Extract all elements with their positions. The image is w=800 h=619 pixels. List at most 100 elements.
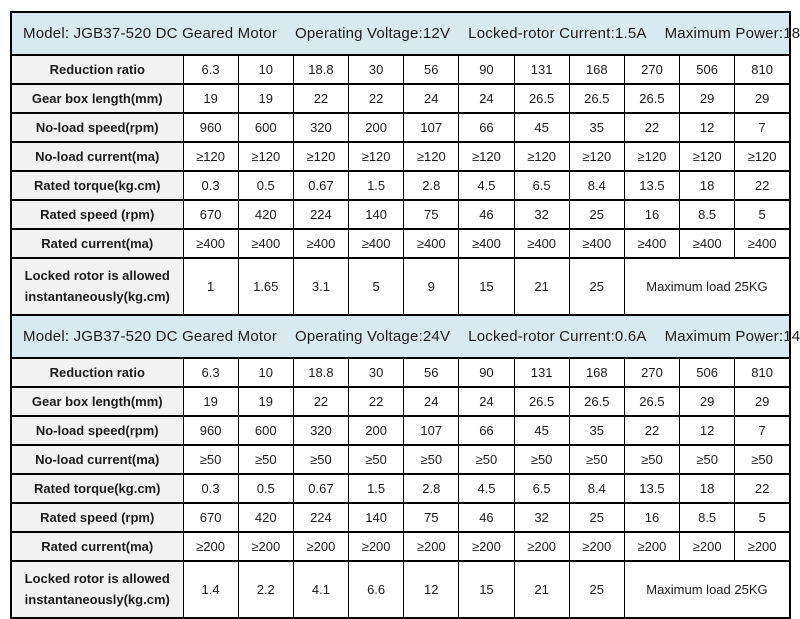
spec-value-cell: 13.5 [623, 473, 681, 504]
row-label: Locked rotor is allowed instantaneously(k… [10, 560, 184, 619]
spec-value-cell: 4.5 [458, 170, 515, 201]
spec-value-cell: 66 [458, 112, 515, 143]
row-label: Gear box length(mm) [10, 386, 184, 417]
spec-value-cell: 7 [734, 112, 791, 143]
spec-value-cell: 506 [679, 54, 736, 85]
spec-value-cell: 15 [458, 257, 515, 316]
spec-value-cell: 32 [513, 199, 570, 230]
header-maximum-power: Maximum Power:18W [664, 25, 800, 42]
table-header-band: Model: JGB37-520 DC Geared Motor Operatin… [10, 314, 800, 359]
row-label-line2: instantaneously(kg.cm) [24, 591, 170, 607]
spec-value-cell: 18 [679, 170, 736, 201]
spec-value-cell: ≥120 [348, 141, 405, 172]
spec-value-cell: 90 [458, 54, 515, 85]
locked-rotor-row: Locked rotor is allowed instantaneously(k… [10, 257, 791, 316]
spec-value-cell: 5 [734, 502, 791, 533]
spec-value-cell: 25 [568, 199, 625, 230]
header-locked-rotor-current: Locked-rotor Current:1.5A [468, 25, 647, 42]
spec-value-cell: 6.6 [348, 560, 405, 619]
spec-row: No-load speed(rpm) 960 600 320 200 107 66 45 35 2… [10, 112, 791, 143]
spec-value-cell: 26.5 [568, 386, 625, 417]
spec-value-cell: ≥50 [292, 444, 350, 475]
spec-row: Rated current(ma) ≥200 ≥200 ≥200 ≥200 ≥200 ≥20… [10, 531, 791, 562]
spec-value-cell: 8.4 [568, 473, 625, 504]
spec-value-cell: 224 [292, 199, 350, 230]
row-label: No-load current(ma) [10, 444, 184, 475]
spec-value-cell: ≥120 [568, 141, 625, 172]
spec-value-cell: 75 [403, 199, 460, 230]
spec-value-cell: 22 [623, 112, 681, 143]
spec-value-cell: ≥400 [237, 228, 294, 259]
spec-value-cell: 26.5 [623, 83, 681, 114]
spec-value-cell: 107 [403, 112, 460, 143]
spec-value-cell: ≥200 [513, 531, 570, 562]
spec-value-cell: 19 [237, 83, 294, 114]
spec-value-cell: 960 [182, 112, 239, 143]
spec-value-cell: 35 [568, 112, 625, 143]
spec-value-cell: 75 [403, 502, 460, 533]
spec-value-cell: 420 [237, 502, 294, 533]
spec-value-cell: 670 [182, 199, 239, 230]
spec-value-cell: 45 [513, 415, 570, 446]
spec-value-cell: 16 [623, 502, 681, 533]
spec-value-cell: 0.5 [237, 170, 294, 201]
spec-value-cell: ≥200 [348, 531, 405, 562]
spec-value-cell: 4.5 [458, 473, 515, 504]
spec-value-cell: ≥50 [568, 444, 625, 475]
header-model: Model: JGB37-520 DC Geared Motor [23, 328, 278, 345]
spec-value-cell: 270 [623, 357, 681, 388]
spec-value-cell: 35 [568, 415, 625, 446]
row-label: Rated torque(kg.cm) [10, 473, 184, 504]
spec-value-cell: 4.1 [292, 560, 350, 619]
spec-value-cell: 2.8 [403, 473, 460, 504]
spec-value-cell: 140 [348, 502, 405, 533]
spec-value-cell: 131 [513, 54, 570, 85]
spec-row: Rated current(ma) ≥400 ≥400 ≥400 ≥400 ≥400 ≥40… [10, 228, 791, 259]
spec-value-cell: ≥120 [403, 141, 460, 172]
spec-value-cell: 56 [403, 357, 460, 388]
spec-value-cell: ≥400 [734, 228, 791, 259]
spec-value-cell: ≥200 [679, 531, 736, 562]
spec-value-cell: 29 [679, 83, 736, 114]
spec-table-12v: Model: JGB37-520 DC Geared Motor Operatin… [10, 11, 800, 316]
spec-value-cell: 6.3 [182, 54, 239, 85]
spec-value-cell: 8.5 [679, 502, 736, 533]
spec-value-cell: 24 [403, 83, 460, 114]
row-label: Rated current(ma) [10, 228, 184, 259]
spec-value-cell: 1.5 [348, 170, 405, 201]
spec-value-cell: 200 [348, 415, 405, 446]
header-operating-voltage: Operating Voltage:12V [295, 25, 451, 42]
spec-value-cell: 7 [734, 415, 791, 446]
spec-value-cell: 420 [237, 199, 294, 230]
row-label-line1: Locked rotor is allowed [24, 571, 170, 587]
row-label: Locked rotor is allowed instantaneously(k… [10, 257, 184, 316]
spec-value-cell: 22 [348, 386, 405, 417]
spec-value-cell: 26.5 [623, 386, 681, 417]
spec-value-cell: ≥120 [237, 141, 294, 172]
spec-value-cell: 26.5 [513, 83, 570, 114]
spec-value-cell: 0.3 [182, 170, 239, 201]
spec-value-cell: 19 [182, 386, 239, 417]
spec-row: Rated speed (rpm) 670 420 224 140 75 46 32 25 16 8… [10, 502, 791, 533]
header-band-row: Model: JGB37-520 DC Geared Motor Operatin… [10, 11, 800, 56]
spec-value-cell: 13.5 [623, 170, 681, 201]
row-label: Reduction ratio [10, 357, 184, 388]
spec-value-cell: 2.8 [403, 170, 460, 201]
spec-value-cell: 29 [679, 386, 736, 417]
spec-value-cell: 16 [623, 199, 681, 230]
spec-value-cell: 6.3 [182, 357, 239, 388]
spec-value-cell: 30 [348, 54, 405, 85]
spec-value-cell: 24 [403, 386, 460, 417]
spec-value-cell: 0.67 [292, 170, 350, 201]
row-label-line2: instantaneously(kg.cm) [24, 288, 170, 304]
spec-value-cell: ≥50 [403, 444, 460, 475]
spec-row: No-load current(ma) ≥50 ≥50 ≥50 ≥50 ≥50 ≥50 ≥50… [10, 444, 791, 475]
spec-value-cell: ≥120 [679, 141, 736, 172]
spec-value-cell: 131 [513, 357, 570, 388]
spec-value-cell: ≥200 [734, 531, 791, 562]
spec-value-cell: 22 [348, 83, 405, 114]
row-label: No-load current(ma) [10, 141, 184, 172]
spec-value-cell: 25 [568, 257, 625, 316]
spec-value-cell: 320 [292, 112, 350, 143]
spec-row: Gear box length(mm) 19 19 22 22 24 24 26.5 26.5 2… [10, 386, 791, 417]
